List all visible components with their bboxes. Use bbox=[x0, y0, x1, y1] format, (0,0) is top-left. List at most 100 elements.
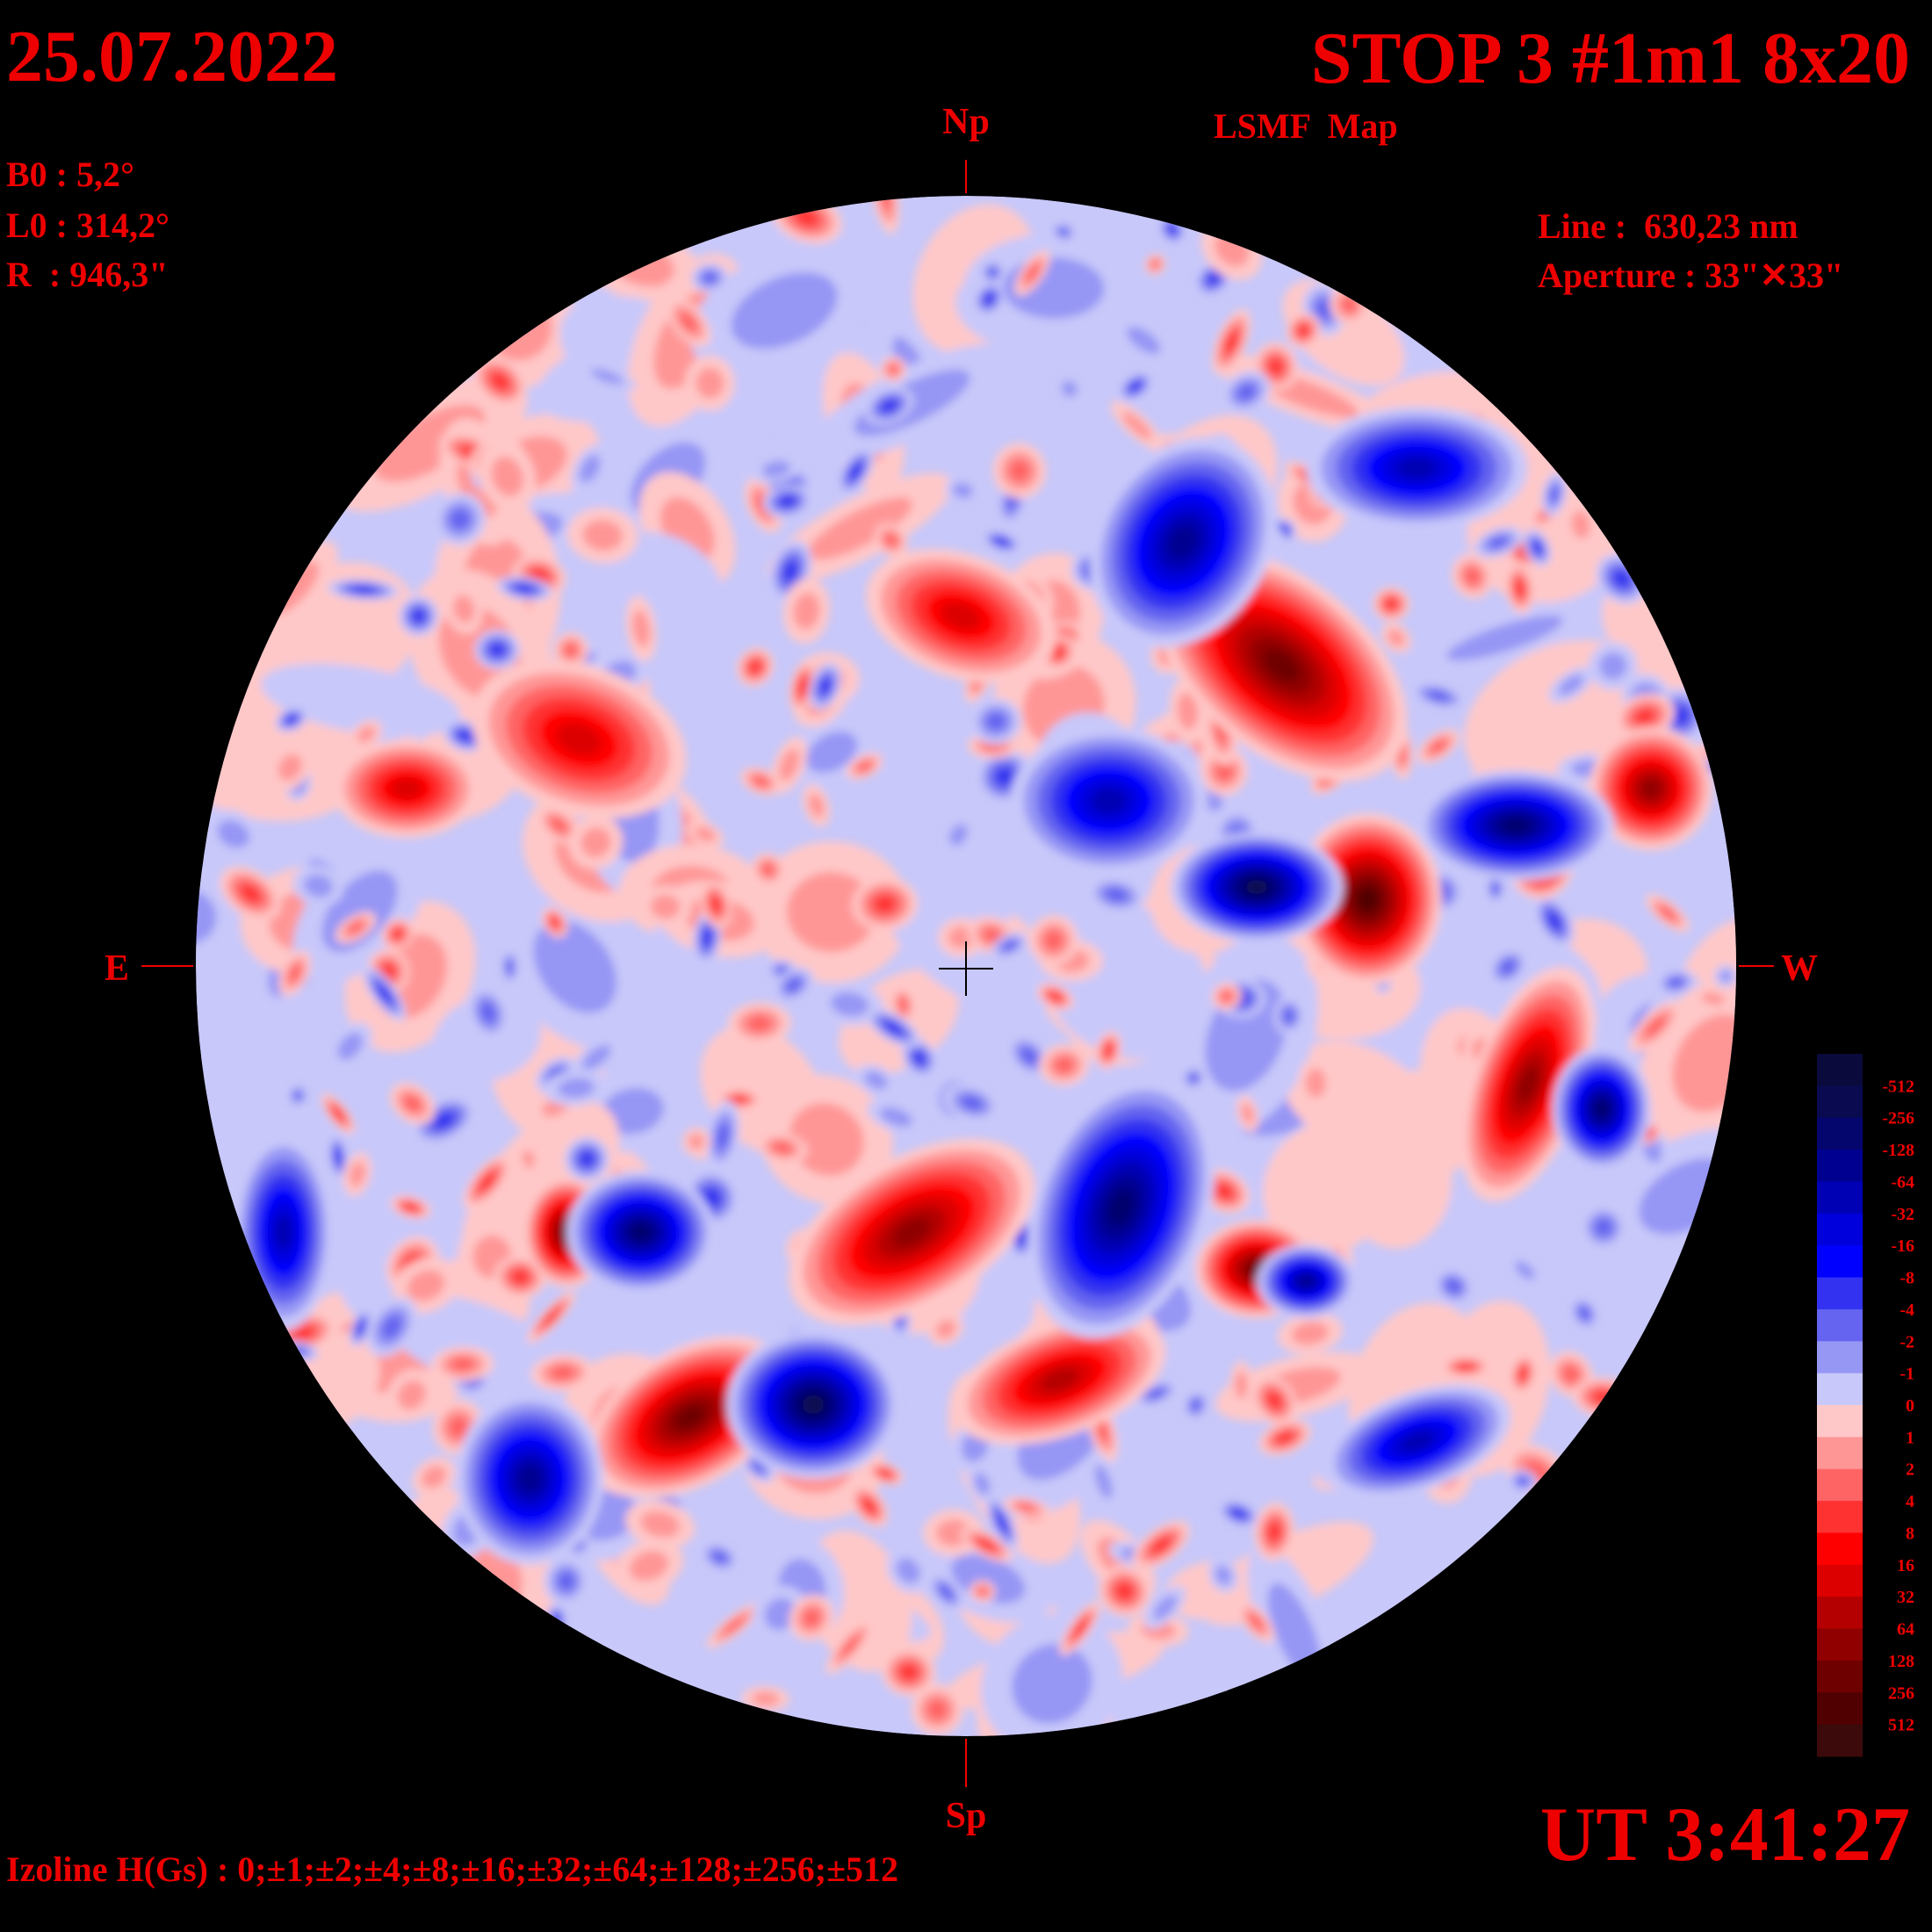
field-blob bbox=[1298, 1275, 1314, 1287]
field-blob bbox=[1263, 1122, 1391, 1255]
colorbar-band bbox=[1817, 1213, 1863, 1246]
field-blob bbox=[888, 364, 898, 375]
field-blob bbox=[732, 1096, 746, 1103]
field-blob bbox=[703, 928, 712, 946]
field-blob bbox=[1719, 970, 1733, 983]
field-blob bbox=[1595, 1099, 1609, 1118]
colorbar-label: -256 bbox=[1882, 1109, 1914, 1128]
field-blob bbox=[675, 1405, 704, 1429]
field-blob bbox=[582, 519, 623, 551]
field-blob bbox=[950, 1554, 1026, 1604]
field-blob bbox=[550, 817, 568, 833]
field-blob bbox=[1515, 1260, 1535, 1280]
field-blob bbox=[512, 1270, 529, 1284]
field-blob bbox=[1517, 1476, 1529, 1486]
field-blob bbox=[997, 1514, 1007, 1532]
field-blob bbox=[995, 768, 1013, 785]
field-blob bbox=[1445, 1279, 1462, 1294]
param-r: R : 946,3" bbox=[6, 255, 168, 294]
field-blob bbox=[241, 884, 260, 902]
field-blob bbox=[450, 508, 471, 530]
colorbar-band bbox=[1817, 1692, 1863, 1726]
field-blob bbox=[1051, 646, 1063, 658]
field-blob bbox=[731, 272, 838, 350]
field-blob bbox=[1396, 457, 1437, 479]
field-blob bbox=[650, 894, 681, 919]
west-label: W bbox=[1781, 948, 1818, 989]
field-blob bbox=[1121, 411, 1152, 440]
colorbar-label: -32 bbox=[1891, 1205, 1914, 1224]
field-blob bbox=[711, 1551, 728, 1564]
field-blob bbox=[506, 959, 514, 975]
field-blob bbox=[1225, 332, 1237, 353]
field-blob bbox=[1561, 1365, 1580, 1384]
field-blob bbox=[1341, 297, 1357, 314]
field-blob bbox=[491, 373, 508, 390]
north-label: Np bbox=[942, 102, 990, 142]
field-blob bbox=[580, 827, 611, 858]
field-blob bbox=[632, 609, 650, 647]
south-label: Sp bbox=[946, 1796, 987, 1836]
field-blob bbox=[864, 1071, 888, 1090]
field-blob bbox=[349, 1162, 366, 1187]
field-blob bbox=[403, 1095, 422, 1112]
field-blob bbox=[491, 456, 524, 497]
field-blob bbox=[1491, 882, 1500, 895]
field-blob bbox=[1594, 1218, 1613, 1237]
field-blob bbox=[1400, 1431, 1434, 1453]
field-blob bbox=[434, 1113, 454, 1128]
colorbar-band bbox=[1817, 1405, 1863, 1438]
field-blob bbox=[1153, 1595, 1178, 1620]
field-blob bbox=[196, 890, 217, 944]
field-blob bbox=[977, 1587, 988, 1597]
colorbar-band bbox=[1817, 1245, 1863, 1279]
field-blob bbox=[941, 602, 981, 631]
colorbar-band bbox=[1817, 1181, 1863, 1215]
field-blob bbox=[802, 1395, 825, 1415]
field-blob bbox=[879, 1107, 913, 1128]
field-blob bbox=[779, 748, 800, 782]
colorbar-label: 2 bbox=[1906, 1460, 1914, 1480]
subtitle: LSMF Map bbox=[1214, 106, 1398, 146]
field-blob bbox=[1107, 1189, 1135, 1226]
field-blob bbox=[1091, 787, 1127, 814]
field-blob bbox=[884, 1021, 902, 1034]
field-blob bbox=[602, 1087, 664, 1135]
field-blob bbox=[381, 1315, 402, 1339]
field-blob bbox=[1599, 652, 1627, 680]
field-blob bbox=[217, 819, 250, 848]
colorbar: -512 -256 -128 -64 -32 -16 -8 -4 -2 -1 0 1 2 4 8 16 32 64… bbox=[1817, 1054, 1914, 1757]
param-line: Line : 630,23 nm bbox=[1538, 206, 1799, 246]
center-cross bbox=[939, 941, 993, 996]
colorbar-label: 32 bbox=[1897, 1588, 1914, 1607]
field-blob bbox=[292, 1326, 314, 1340]
field-blob bbox=[1025, 263, 1040, 283]
field-blob bbox=[1430, 739, 1447, 753]
field-blob bbox=[857, 761, 872, 772]
field-blob bbox=[1130, 381, 1142, 392]
field-blob bbox=[448, 1416, 469, 1438]
field-blob bbox=[458, 731, 472, 741]
colorbar-band bbox=[1817, 1085, 1863, 1119]
field-blob bbox=[974, 1473, 991, 1496]
field-blob bbox=[850, 464, 861, 479]
field-blob bbox=[347, 921, 364, 934]
colorbar-band bbox=[1817, 1468, 1863, 1502]
field-blob bbox=[896, 1558, 920, 1584]
field-blob bbox=[1208, 273, 1220, 285]
field-blob bbox=[1042, 901, 1208, 1060]
colorbar-label: -8 bbox=[1900, 1269, 1914, 1288]
field-blob bbox=[1094, 1464, 1113, 1499]
field-blob bbox=[716, 1121, 730, 1150]
field-blob bbox=[1104, 1044, 1113, 1056]
field-blob bbox=[723, 1616, 746, 1635]
colorbar-band bbox=[1817, 1501, 1863, 1533]
field-blob bbox=[404, 1203, 417, 1211]
field-blob bbox=[679, 312, 698, 332]
field-blob bbox=[1305, 1068, 1326, 1098]
field-blob bbox=[590, 369, 624, 385]
field-blob bbox=[1701, 992, 1726, 1006]
field-blob bbox=[640, 1510, 681, 1538]
field-blob bbox=[1464, 567, 1481, 586]
field-blob bbox=[381, 964, 395, 979]
